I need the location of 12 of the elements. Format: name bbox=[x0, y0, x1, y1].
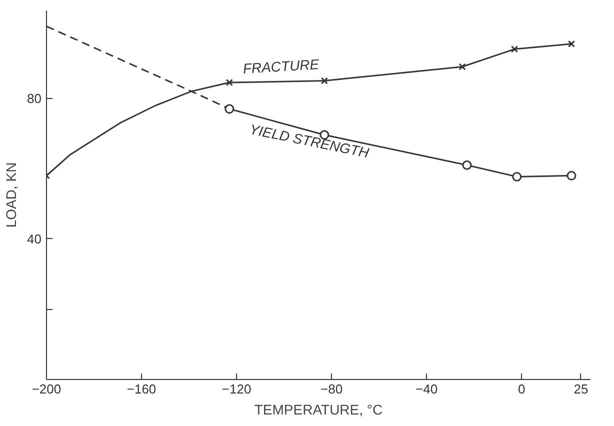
x-tick-label: −40 bbox=[416, 382, 438, 396]
y-tick-label: 40 bbox=[27, 231, 42, 246]
x-axis-title: TEMPERATURE, °C bbox=[254, 402, 383, 418]
y-axis-title: LOAD, KN bbox=[3, 162, 20, 228]
series-label: FRACTURE bbox=[242, 56, 320, 77]
x-tick-label: 25 bbox=[574, 382, 588, 396]
x-tick-label: −160 bbox=[126, 382, 156, 396]
x-tick-label: −120 bbox=[222, 382, 252, 396]
x-tick-label: 0 bbox=[518, 382, 526, 396]
y-tick-label: 80 bbox=[27, 90, 42, 106]
x-tick-label: −80 bbox=[320, 382, 343, 396]
x-tick-label: −200 bbox=[32, 382, 62, 396]
